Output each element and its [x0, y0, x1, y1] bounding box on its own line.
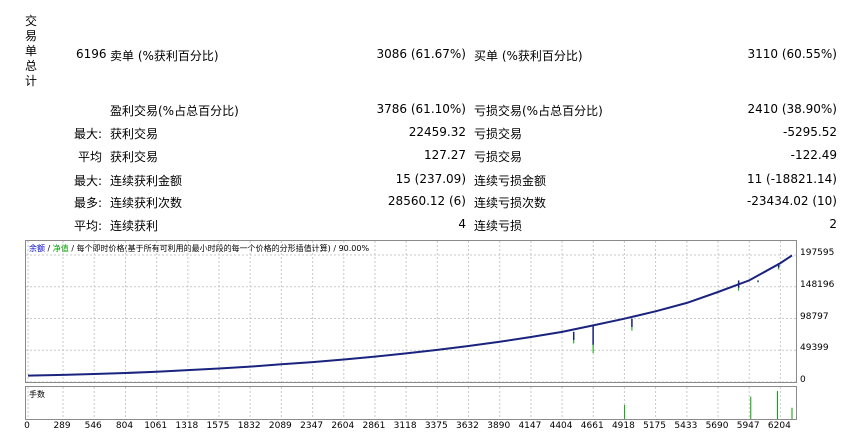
left-value: 3786 (61.10%)	[376, 102, 466, 116]
right-value: 11 (-18821.14)	[746, 172, 837, 186]
left-label: 连续获利	[110, 219, 159, 233]
x-tick-label: 289	[53, 421, 71, 431]
x-tick-label: 0	[24, 421, 30, 431]
left-label: 卖单 (%获利百分比)	[110, 49, 219, 63]
x-tick-label: 1832	[237, 421, 261, 431]
right-value: 2410 (38.90%)	[747, 102, 837, 116]
x-tick-label: 5690	[705, 421, 729, 431]
x-tick-label: 2861	[362, 421, 386, 431]
x-tick-label: 2089	[268, 421, 292, 431]
report-side-label: 交易单总计	[25, 14, 39, 89]
right-label: 连续亏损	[474, 219, 523, 233]
row-prefix: 平均:	[73, 219, 102, 233]
x-tick-label: 3632	[455, 421, 479, 431]
legend-balance: 余额	[29, 244, 45, 253]
lots-chart-plot	[27, 387, 793, 419]
right-value: -23434.02 (10)	[746, 194, 837, 208]
left-value: 127.27	[424, 148, 466, 162]
right-value: -5295.52	[783, 125, 837, 139]
left-label: 连续获利金额	[110, 174, 183, 188]
left-value: 28560.12 (6)	[387, 194, 466, 208]
balance-line	[27, 254, 793, 377]
x-tick-label: 546	[84, 421, 102, 431]
x-tick-label: 804	[115, 421, 134, 431]
legend-equity: 净值	[52, 244, 69, 253]
side-label-char: 易	[25, 29, 38, 43]
x-tick-label: 5433	[674, 421, 698, 431]
right-label: 亏损交易	[474, 127, 523, 141]
lots-chart: 手数	[25, 386, 797, 420]
row-prefix: 最多:	[73, 196, 102, 210]
side-label-char: 单	[25, 44, 38, 58]
x-tick-label: 2347	[300, 421, 324, 431]
right-label: 连续亏损次数	[474, 196, 547, 210]
x-tick-label: 1575	[206, 421, 230, 431]
side-label-char: 计	[25, 74, 38, 88]
chart-legend: 余额 / 净值 / 每个即时价格(基于所有可利用的最小时段的每一个价格的分形插值…	[29, 243, 369, 254]
y-tick-label: 0	[800, 375, 806, 385]
left-value: 4	[458, 217, 466, 231]
y-tick-label: 148196	[800, 279, 835, 290]
x-tick-label: 6204	[767, 421, 791, 431]
balance-chart: 余额 / 净值 / 每个即时价格(基于所有可利用的最小时段的每一个价格的分形插值…	[25, 240, 797, 383]
y-tick-label: 98797	[800, 311, 829, 322]
right-label: 连续亏损金额	[474, 174, 547, 188]
x-tick-label: 5175	[643, 421, 667, 431]
left-label: 盈利交易(%占总百分比)	[110, 104, 239, 118]
right-value: -122.49	[790, 148, 837, 162]
left-label: 连续获利次数	[110, 196, 183, 210]
left-value: 22459.32	[408, 125, 466, 139]
x-tick-label: 3118	[393, 421, 417, 431]
x-tick-label: 4147	[518, 421, 542, 431]
x-tick-label: 5947	[736, 421, 760, 431]
left-value: 15 (237.09)	[395, 172, 466, 186]
lots-label: 手数	[29, 390, 45, 399]
right-label: 亏损交易(%占总百分比)	[474, 104, 603, 118]
left-label: 获利交易	[110, 127, 159, 141]
legend-description: / 每个即时价格(基于所有可利用的最小时段的每一个价格的分形插值计算) / 90…	[68, 244, 370, 253]
x-tick-label: 2604	[331, 421, 355, 431]
x-tick-label: 4404	[549, 421, 573, 431]
row-prefix: 最大:	[73, 174, 102, 188]
x-tick-label: 3890	[487, 421, 511, 431]
right-value: 3110 (60.55%)	[747, 47, 837, 61]
balance-chart-plot	[26, 241, 796, 382]
left-label: 获利交易	[110, 150, 159, 164]
x-tick-label: 1318	[175, 421, 199, 431]
right-value: 2	[829, 217, 837, 231]
x-tick-label: 4661	[580, 421, 604, 431]
side-label-char: 交	[25, 14, 38, 28]
x-tick-label: 3375	[424, 421, 448, 431]
x-tick-label: 1061	[144, 421, 168, 431]
total-trades-value: 6196	[76, 47, 107, 61]
legend-sep: /	[45, 244, 53, 253]
y-tick-label: 49399	[800, 343, 829, 354]
row-prefix: 最大:	[73, 127, 102, 141]
left-value: 3086 (61.67%)	[376, 47, 466, 61]
y-tick-label: 197595	[800, 248, 835, 258]
x-tick-label: 4918	[611, 421, 635, 431]
row-prefix: 平均	[77, 150, 102, 164]
right-label: 亏损交易	[474, 150, 523, 164]
side-label-char: 总	[25, 59, 38, 73]
right-label: 买单 (%获利百分比)	[474, 49, 583, 63]
